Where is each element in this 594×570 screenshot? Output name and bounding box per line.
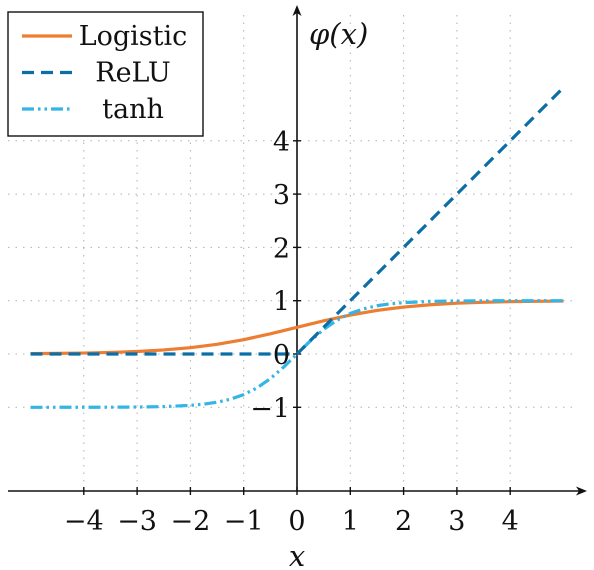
legend-label-logistic: Logistic — [79, 21, 188, 52]
x-tick-label: 1 — [342, 506, 359, 537]
x-axis-label: x — [289, 539, 305, 570]
series-line-relu — [30, 86, 565, 356]
x-tick-label: 3 — [448, 506, 465, 537]
y-tick-label: 1 — [273, 287, 290, 318]
axes — [8, 5, 587, 496]
legend: Logistic ReLU tanh — [7, 11, 204, 137]
legend-label-tanh: tanh — [102, 94, 164, 125]
x-tick-label: 2 — [395, 506, 412, 537]
x-tick-label: −1 — [224, 506, 264, 537]
y-axis-label: φ(x) — [309, 17, 368, 51]
legend-box — [7, 11, 204, 137]
x-tick-label: −4 — [64, 506, 104, 537]
series-line-tanh — [30, 299, 564, 409]
y-tick-label: 2 — [273, 233, 290, 264]
series-line-logistic — [30, 299, 564, 356]
y-tick-label: 0 — [273, 340, 290, 371]
y-axis-arrow-icon — [292, 5, 302, 16]
x-tick-label: −2 — [170, 506, 210, 537]
series — [30, 86, 565, 409]
tick-labels: −4 −3 −2 −1 0 1 2 3 4 −1 0 1 2 3 4 — [64, 127, 519, 537]
x-tick-label: 4 — [502, 506, 519, 537]
y-tick-label: −1 — [250, 393, 290, 424]
x-axis-arrow-icon — [576, 486, 587, 496]
ticks — [83, 140, 511, 495]
x-tick-label: −3 — [117, 506, 157, 537]
y-tick-label: 3 — [273, 180, 290, 211]
legend-label-relu: ReLU — [95, 58, 171, 89]
x-tick-label: 0 — [288, 506, 305, 537]
y-tick-label: 4 — [273, 127, 290, 158]
